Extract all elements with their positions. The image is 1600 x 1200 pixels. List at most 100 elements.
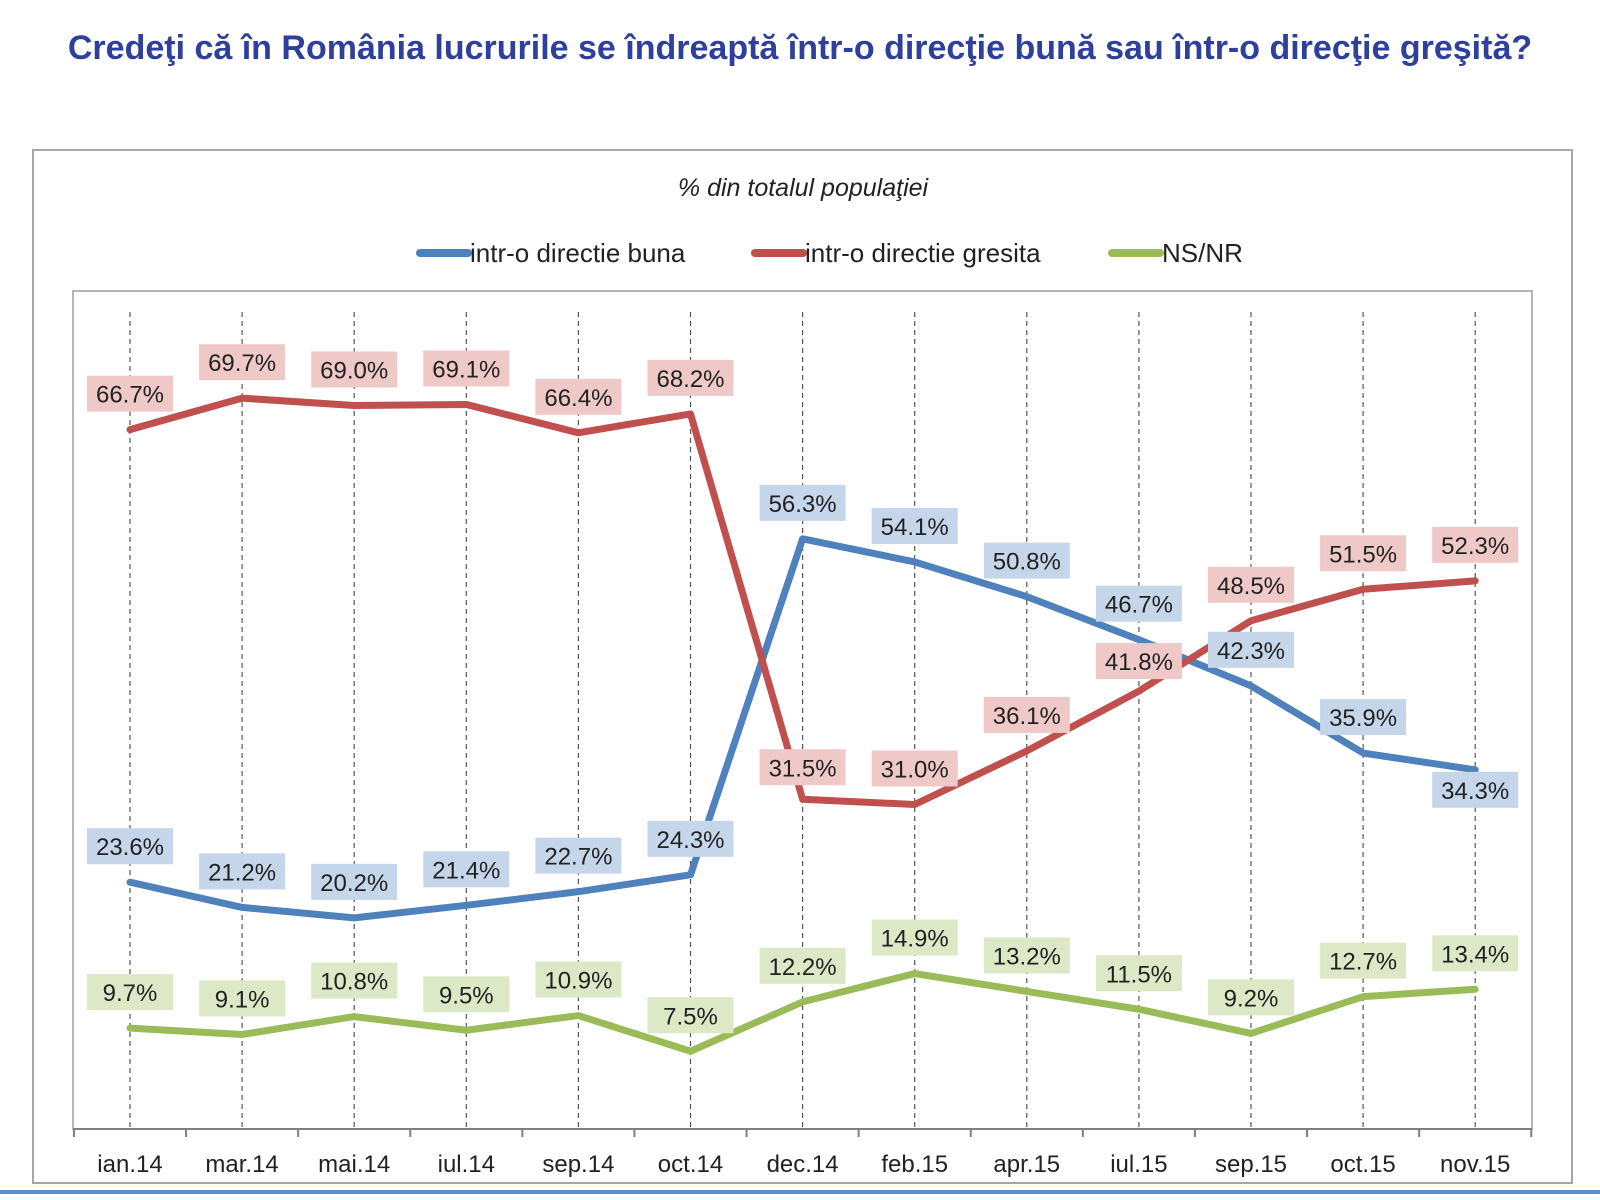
data-label-bg — [311, 351, 398, 388]
data-label-bg — [423, 350, 510, 387]
data-label-bg — [535, 837, 622, 874]
data-label: 66.4% — [535, 378, 622, 415]
data-label: 12.2% — [759, 947, 846, 984]
data-label-text: 12.7% — [1329, 949, 1397, 976]
data-label: 20.2% — [311, 863, 398, 900]
data-label-text: 68.2% — [656, 366, 724, 393]
data-label-bg — [87, 375, 173, 412]
data-label: 35.9% — [1320, 699, 1407, 736]
data-label-bg — [1095, 585, 1182, 622]
data-label-bg — [1432, 771, 1519, 808]
data-label: 41.8% — [1095, 643, 1182, 680]
data-label: 69.1% — [423, 350, 510, 387]
data-label-bg — [647, 359, 734, 396]
legend-label: NS/NR — [1162, 238, 1243, 268]
data-label: 68.2% — [647, 359, 734, 396]
data-label-text: 20.2% — [320, 870, 388, 897]
data-label-text: 9.7% — [103, 980, 158, 1007]
data-label-text: 13.2% — [993, 943, 1061, 970]
data-label-text: 36.1% — [993, 703, 1061, 730]
data-label-bg — [87, 828, 173, 865]
x-tick-label: oct.14 — [658, 1151, 723, 1178]
series-line — [126, 535, 1479, 922]
data-label-text: 48.5% — [1217, 573, 1285, 600]
data-label-text: 51.5% — [1329, 541, 1397, 568]
data-label-text: 34.3% — [1441, 778, 1509, 805]
data-label-bg — [311, 962, 398, 999]
data-label-bg — [1320, 942, 1407, 979]
data-label-text: 35.9% — [1329, 705, 1397, 732]
data-label: 54.1% — [871, 507, 958, 544]
data-label-bg — [1208, 979, 1294, 1016]
data-label: 12.7% — [1320, 942, 1407, 979]
data-label: 13.4% — [1432, 935, 1519, 972]
data-label-text: 10.9% — [544, 968, 612, 995]
data-label-bg — [87, 974, 173, 1011]
data-label-bg — [535, 378, 622, 415]
data-label: 9.7% — [87, 974, 173, 1011]
data-label: 66.7% — [87, 375, 173, 412]
x-tick-label: iul.14 — [438, 1151, 495, 1178]
data-label-text: 22.7% — [544, 844, 612, 871]
data-label-text: 41.8% — [1105, 649, 1173, 676]
data-label-text: 69.7% — [208, 350, 276, 377]
data-label-bg — [759, 947, 846, 984]
legend-label: intr-o directie gresita — [805, 238, 1041, 268]
data-label-bg — [1208, 631, 1294, 668]
data-label-bg — [535, 961, 622, 998]
series-lines — [126, 394, 1479, 1055]
x-tick-label: feb.15 — [881, 1151, 948, 1178]
data-label-text: 66.7% — [96, 382, 164, 409]
data-label-text: 69.1% — [432, 356, 500, 383]
data-label: 46.7% — [1095, 585, 1182, 622]
data-label-text: 9.1% — [215, 986, 270, 1013]
data-label-bg — [871, 919, 958, 956]
data-label-text: 52.3% — [1441, 533, 1509, 560]
data-label-text: 11.5% — [1106, 961, 1172, 988]
data-label: 9.1% — [199, 980, 286, 1017]
data-label: 56.3% — [759, 484, 846, 521]
page-title: Credeţi că în România lucrurile se îndre… — [67, 29, 1533, 67]
data-label-text: 9.5% — [439, 982, 494, 1009]
data-label-text: 56.3% — [769, 491, 837, 518]
series-line — [126, 394, 1479, 808]
x-tick-label: sep.14 — [542, 1151, 614, 1178]
data-label: 10.9% — [535, 961, 622, 998]
data-label-bg — [199, 344, 286, 381]
data-label: 11.5% — [1095, 955, 1182, 992]
data-label-bg — [1095, 955, 1182, 992]
data-label: 50.8% — [983, 542, 1070, 579]
data-label: 7.5% — [647, 997, 734, 1034]
data-label-text: 54.1% — [881, 514, 949, 541]
data-label-bg — [1432, 526, 1519, 563]
data-label-bg — [983, 696, 1070, 733]
data-label-text: 69.0% — [320, 358, 388, 385]
data-label: 9.2% — [1208, 979, 1294, 1016]
series-line — [126, 970, 1479, 1055]
data-label-bg — [1208, 566, 1294, 603]
data-label-text: 9.2% — [1224, 985, 1279, 1012]
data-label-text: 50.8% — [993, 549, 1061, 576]
data-label-bg — [199, 980, 286, 1017]
x-tick-label: oct.15 — [1330, 1151, 1395, 1178]
data-label-bg — [199, 853, 286, 890]
x-tick-label: mai.14 — [318, 1151, 390, 1178]
data-label-text: 21.2% — [208, 859, 276, 886]
x-axis: ian.14 mar.14 mai.14 iul.14 sep.14 oct.14 dec.… — [72, 1128, 1533, 1178]
data-label-bg — [1320, 699, 1407, 736]
data-label-text: 13.4% — [1441, 941, 1509, 968]
data-label-bg — [983, 937, 1070, 974]
x-tick-label: mar.14 — [205, 1151, 278, 1178]
data-label: 34.3% — [1432, 771, 1519, 808]
data-label-text: 31.5% — [769, 755, 837, 782]
data-label-bg — [647, 997, 734, 1034]
data-label: 31.0% — [871, 750, 958, 787]
bottom-divider — [0, 1190, 1600, 1194]
data-label: 22.7% — [535, 837, 622, 874]
x-tick-label: ian.14 — [97, 1151, 162, 1178]
data-label-text: 21.4% — [432, 857, 500, 884]
x-tick-label: apr.15 — [993, 1151, 1060, 1178]
data-label-bg — [871, 507, 958, 544]
data-label-text: 10.8% — [320, 969, 388, 996]
